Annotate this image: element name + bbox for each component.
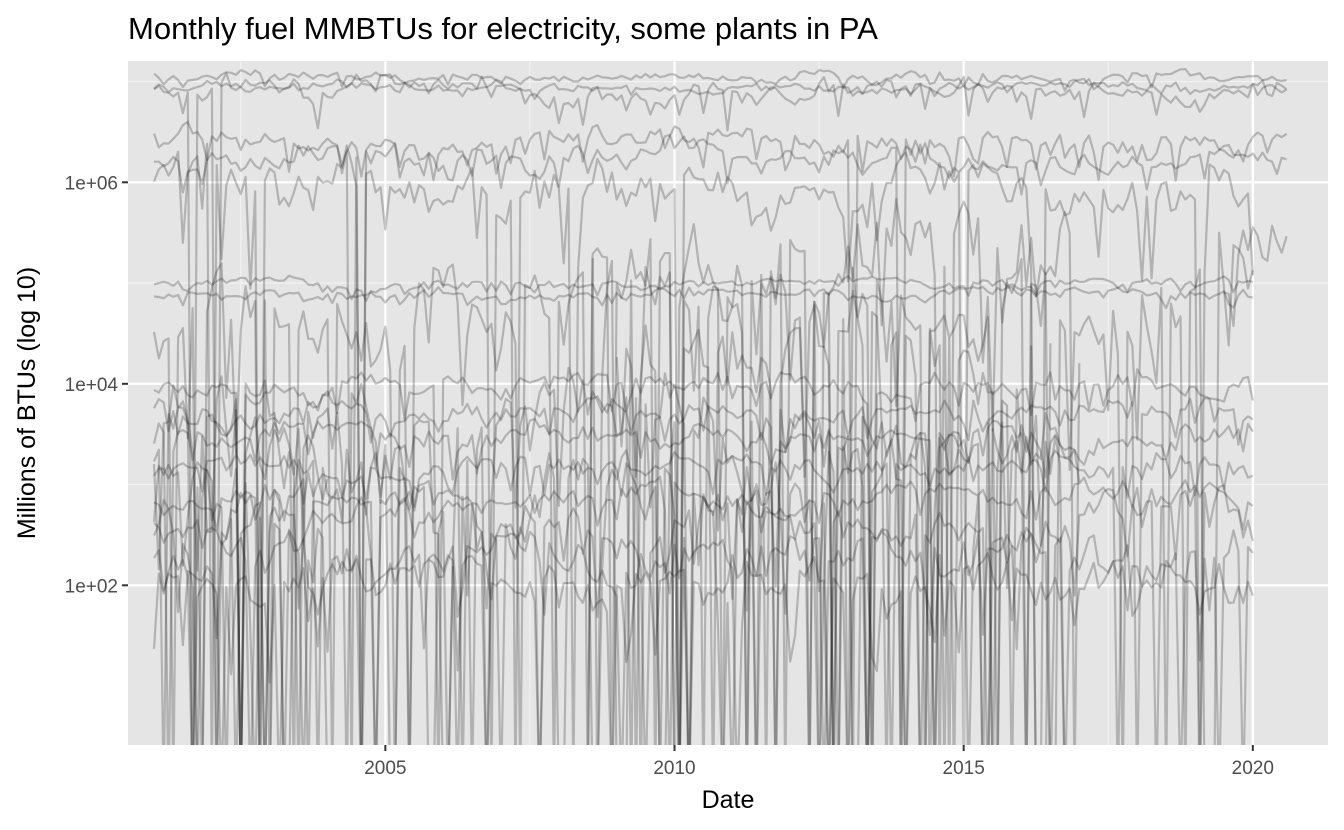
y-axis-title: Millions of BTUs (log 10) (13, 267, 41, 539)
series-line (153, 484, 1254, 745)
x-tick-label: 2020 (1232, 758, 1274, 779)
series-line (152, 544, 1254, 745)
series-line (153, 390, 1254, 745)
chart-title: Monthly fuel MMBTUs for electricity, som… (128, 11, 878, 46)
y-axis: 1e+02 1e+04 1e+06 (65, 173, 128, 597)
y-tick-label: 1e+06 (65, 173, 118, 194)
series-layer (152, 67, 1288, 745)
series-line (153, 368, 1254, 745)
series-line (153, 133, 1287, 745)
series-line (152, 468, 328, 745)
series-line (153, 72, 1288, 745)
series-line (152, 384, 329, 745)
series-line (152, 120, 1288, 745)
grid-minor (128, 61, 1328, 745)
series-line (615, 289, 1052, 745)
plot-panel (128, 61, 1328, 745)
x-axis-title: Date (702, 786, 755, 814)
grid-major (128, 61, 1328, 745)
series-line (153, 274, 1254, 302)
series-line (153, 529, 1254, 745)
x-tick-label: 2015 (943, 758, 985, 779)
series-line (152, 231, 1254, 745)
series-line (152, 417, 1254, 745)
y-tick-label: 1e+02 (65, 576, 118, 597)
series-line (153, 285, 1253, 310)
series-line (153, 77, 1288, 101)
series-line (1223, 224, 1288, 328)
series-line (153, 67, 1287, 92)
series-line (152, 142, 1254, 745)
y-tick-label: 1e+04 (65, 375, 119, 396)
series-line (152, 414, 1066, 745)
series-line (587, 197, 1081, 745)
series-line (153, 449, 1254, 745)
series-line (153, 475, 1254, 745)
x-axis: 2005 2010 2015 2020 (364, 745, 1274, 779)
series-line (152, 366, 1081, 745)
x-tick-label: 2005 (364, 758, 406, 779)
x-tick-label: 2010 (653, 758, 695, 779)
